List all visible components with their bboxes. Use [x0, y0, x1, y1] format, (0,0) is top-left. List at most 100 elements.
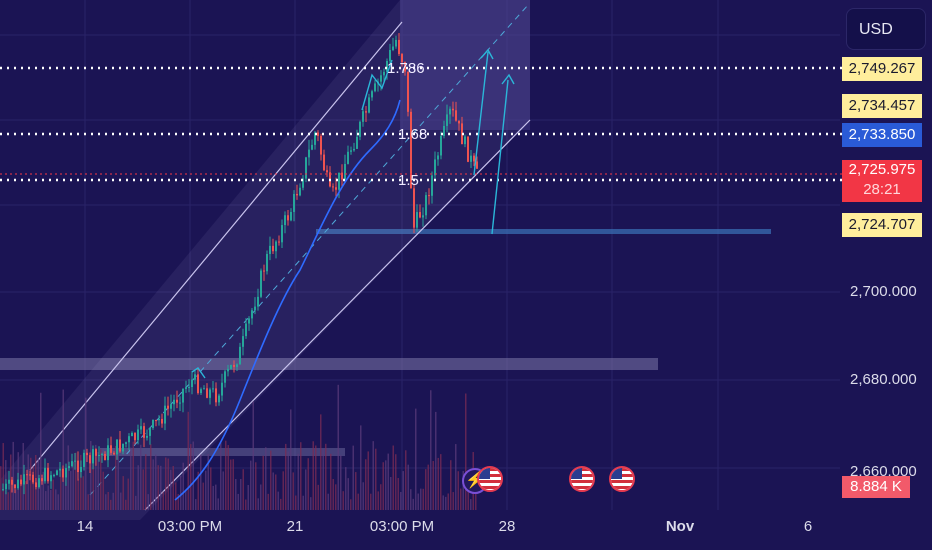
candle-body [233, 364, 235, 367]
volume-bar [355, 472, 357, 510]
candle-body [311, 144, 313, 150]
volume-bar [115, 445, 117, 510]
volume-bar [152, 459, 154, 510]
volume-bar [195, 499, 197, 510]
candle-body [158, 418, 160, 421]
candle-body [278, 241, 280, 243]
candle-body [71, 461, 73, 467]
candle-body [242, 336, 244, 347]
candle-body [17, 479, 19, 489]
candle-body [215, 388, 217, 403]
candle-body [383, 71, 385, 76]
candle-body [308, 149, 310, 158]
volume-bar [247, 485, 249, 510]
candle-body [206, 388, 208, 398]
candle-body [11, 479, 13, 485]
candle-body [131, 432, 133, 437]
candle-body [209, 389, 211, 398]
candle-body [149, 427, 151, 436]
volume-bar [360, 425, 362, 510]
candle-body [95, 449, 97, 456]
volume-bar [267, 493, 269, 510]
us-flag-icon[interactable] [569, 466, 595, 492]
volume-bar [377, 491, 379, 510]
volume-bar [242, 469, 244, 510]
volume-bar [427, 464, 429, 510]
volume-bar [252, 401, 254, 510]
volume-bar [27, 454, 29, 510]
volume-bar [57, 494, 59, 510]
candle-body [59, 468, 61, 471]
volume-bar [415, 408, 417, 510]
bar-countdown: 28:21 [863, 181, 901, 198]
price-axis-label-2660: 2,660.000 [850, 463, 917, 480]
volume-bar [392, 445, 394, 510]
us-flag-icon[interactable] [609, 466, 635, 492]
volume-bar [25, 481, 27, 510]
time-label-nov: Nov [665, 518, 695, 535]
candle-body [266, 253, 268, 272]
volume-bar [147, 494, 149, 510]
volume-bar [310, 497, 312, 510]
volume-bar [357, 493, 359, 510]
volume-bar [62, 389, 64, 510]
volume-bar [335, 484, 337, 510]
lower-zone-bar [100, 448, 345, 456]
candle-body [347, 151, 349, 164]
volume-bar [302, 495, 304, 510]
candle-body [263, 270, 265, 272]
fib-label-15: 1.5 [398, 172, 419, 189]
volume-bar [325, 443, 327, 510]
volume-bar [67, 445, 69, 510]
volume-bar [240, 478, 242, 510]
volume-bar [45, 491, 47, 510]
volume-bar [52, 479, 54, 510]
candle-body [188, 387, 190, 389]
volume-bar [315, 445, 317, 510]
candle-body [404, 62, 406, 72]
candle-body [212, 388, 214, 390]
volume-bar [327, 493, 329, 510]
volume-bar [287, 451, 289, 510]
volume-bar [412, 498, 414, 510]
currency-selector[interactable]: USD [846, 8, 926, 50]
candle-body [248, 318, 250, 324]
volume-bar [157, 465, 159, 510]
volume-bar [275, 474, 277, 510]
candle-body [425, 195, 427, 216]
volume-bar [425, 469, 427, 510]
candle-body [305, 157, 307, 179]
volume-bar [330, 453, 332, 510]
volume-bar [475, 485, 477, 510]
volume-bar [232, 459, 234, 510]
candle-body [257, 296, 259, 307]
volume-bar [470, 499, 472, 510]
volume-bar [322, 449, 324, 510]
candle-body [176, 399, 178, 403]
us-flag-icon[interactable] [477, 466, 503, 492]
time-label-21: 21 [286, 518, 304, 535]
volume-bar [7, 492, 9, 510]
volume-bar [127, 478, 129, 510]
candle-body [35, 482, 37, 488]
ascending-channel [0, 0, 530, 520]
candle-body [356, 136, 358, 149]
volume-bar [120, 492, 122, 510]
last-price-value: 2,725.975 [848, 161, 916, 178]
candle-body [368, 97, 370, 113]
candle-body [104, 453, 106, 461]
candle-body [113, 452, 115, 455]
candle-body [431, 175, 433, 196]
volume-bar [407, 464, 409, 510]
volume-bar [75, 452, 77, 510]
volume-bar [307, 458, 309, 510]
candle-body [314, 132, 316, 145]
volume-bar [352, 445, 354, 510]
volume-bar [435, 411, 437, 510]
candle-body [170, 404, 172, 409]
candle-body [296, 193, 298, 196]
candle-body [107, 445, 109, 461]
volume-bar [342, 491, 344, 510]
volume-bar [70, 471, 72, 510]
